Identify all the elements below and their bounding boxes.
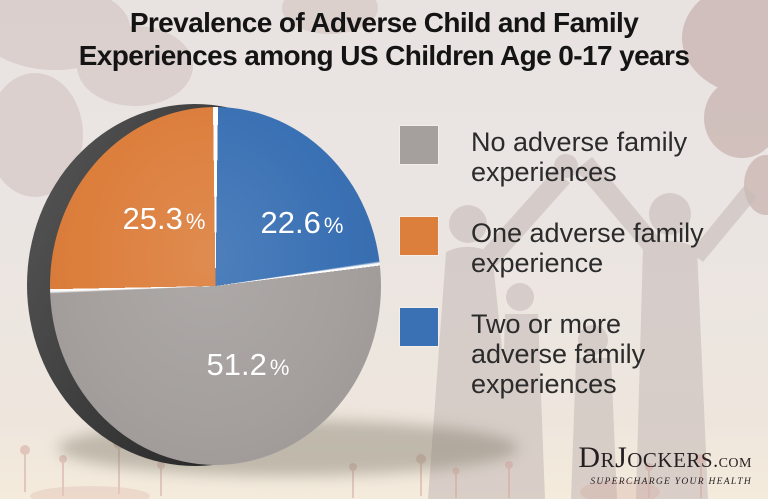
percent-sign: % [185,209,206,234]
slice-label-no-adverse: 51.2% [182,347,314,386]
slice-value: 22.6 [260,205,321,240]
legend-swatch-blue [400,308,438,346]
legend: No adverse family experiences One advers… [400,126,723,429]
brand-tld: .com [713,450,752,472]
slice-label-one-adverse: 25.3% [98,201,230,240]
chart-title-line1: Prevalence of Adverse Child and Family [129,7,639,38]
pie-chart: 25.3% 22.6% 51.2% [0,90,518,490]
slice-value: 25.3 [122,201,183,236]
brand-name: DrJockers [578,441,714,474]
legend-item-one-adverse: One adverse family experience [400,217,723,278]
meadow-flowers [20,437,706,499]
watermark-tagline: SUPERCHARGE YOUR HEALTH [590,477,752,487]
pie-face [50,107,381,465]
legend-label: One adverse family experience [471,218,704,278]
legend-swatch-orange [400,217,438,255]
legend-item-two-or-more: Two or more adverse family experiences [400,308,723,399]
legend-label: No adverse family experiences [471,127,688,187]
percent-sign: % [269,355,290,380]
watermark: DrJockers.com SUPERCHARGE YOUR HEALTH [578,443,752,488]
watermark-brand: DrJockers.com [578,443,752,478]
slice-value: 51.2 [206,347,267,382]
legend-label: Two or more adverse family experiences [471,309,646,399]
chart-title-line2: Experiences among US Children Age 0-17 y… [78,40,690,71]
legend-swatch-gray [400,126,438,164]
chart-title: Prevalence of Adverse Child and Family E… [0,6,768,72]
slice-label-two-or-more: 22.6% [236,205,368,244]
percent-sign: % [323,213,344,238]
family-silhouette [428,154,757,499]
legend-item-no-adverse: No adverse family experiences [400,126,723,187]
